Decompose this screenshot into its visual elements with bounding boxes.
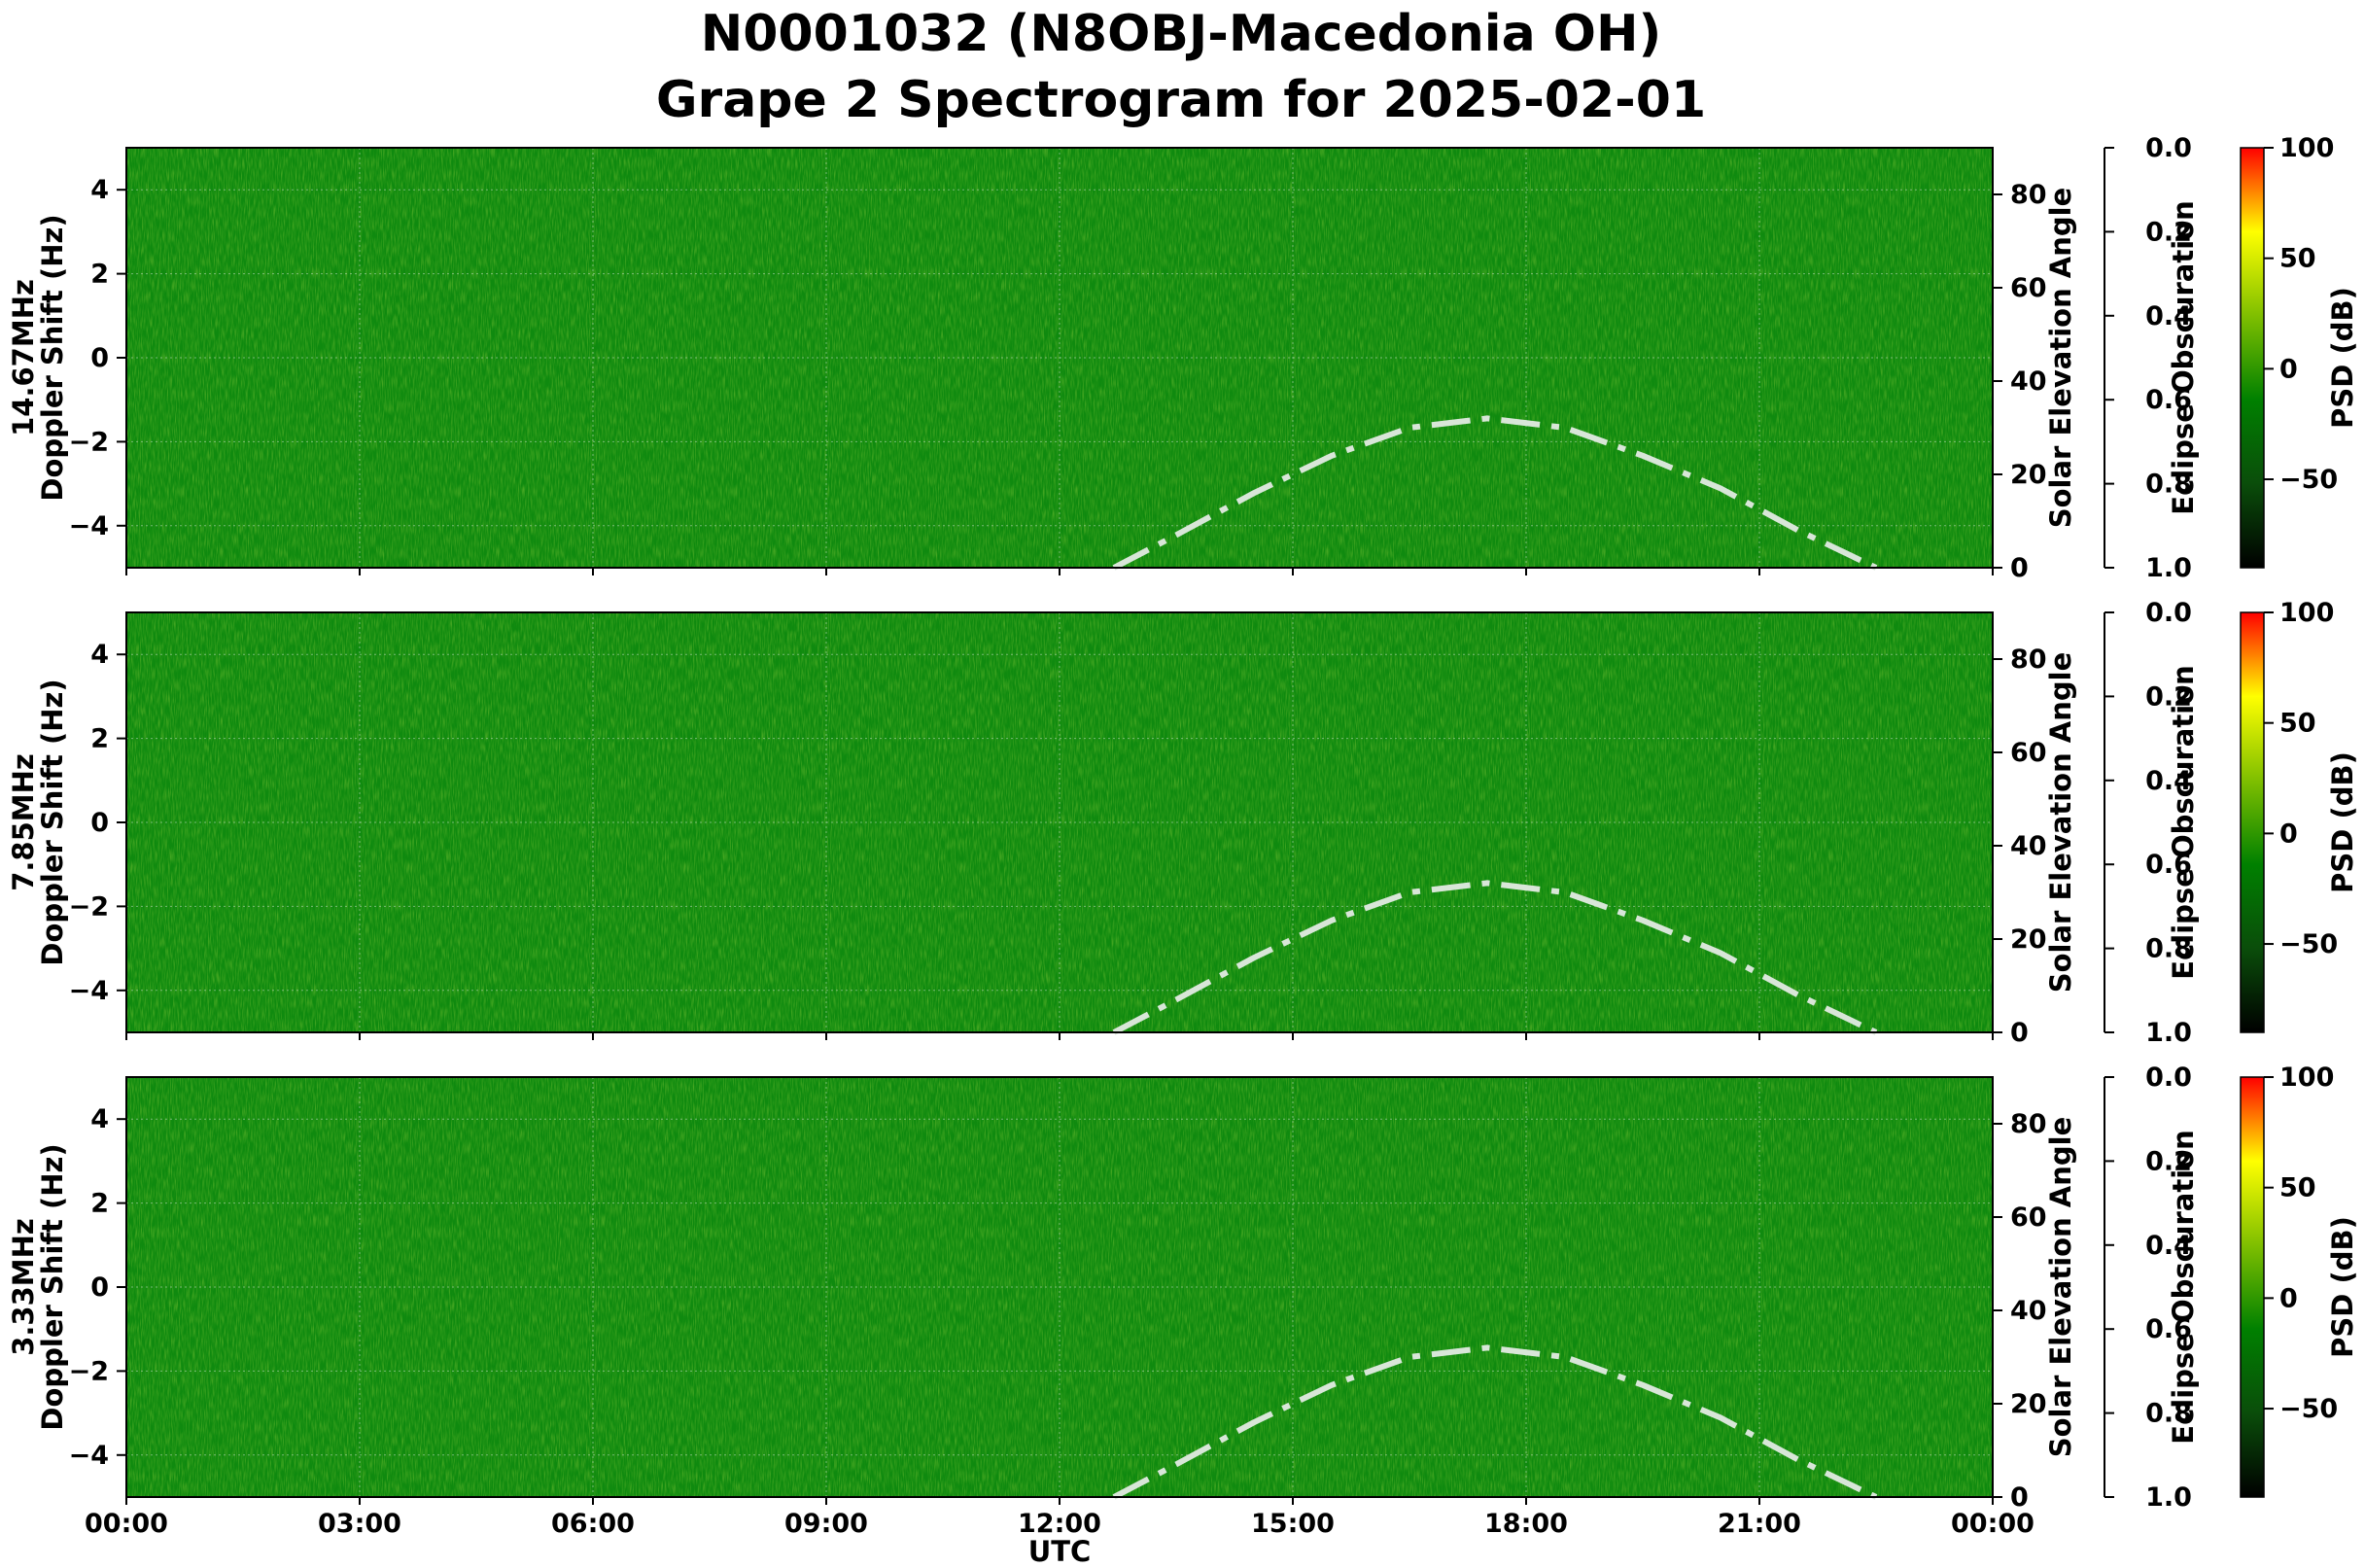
eclipse-tick-label: 0.2: [2145, 217, 2192, 247]
colorbar-tick-label: 50: [2279, 1173, 2316, 1203]
eclipse-tick-label: 1.0: [2145, 1018, 2192, 1048]
colorbar-tick-label: 100: [2279, 133, 2334, 163]
right-tick-label: 20: [2010, 460, 2047, 490]
right-tick-label: 60: [2010, 273, 2047, 303]
eclipse-obscuration-label: Eclipse Obscuration: [2167, 665, 2200, 979]
eclipse-tick-label: 0.4: [2145, 766, 2192, 796]
eclipse-tick-label: 0.2: [2145, 1146, 2192, 1176]
right-tick-label: 40: [2010, 366, 2047, 397]
eclipse-tick-label: 0.0: [2145, 1063, 2192, 1093]
x-tick-label: 00:00: [85, 1509, 168, 1539]
chart-subtitle: Grape 2 Spectrogram for 2025-02-01: [656, 71, 1706, 129]
right-tick-label: 0: [2010, 1018, 2029, 1048]
y-tick-label: −4: [69, 976, 109, 1006]
eclipse-tick-label: 0.8: [2145, 470, 2192, 500]
right-tick-label: 40: [2010, 831, 2047, 861]
x-tick-label: 15:00: [1251, 1509, 1335, 1539]
y-axis-frequency-label: 3.33MHz: [7, 1218, 40, 1356]
eclipse-tick-label: 0.2: [2145, 681, 2192, 712]
right-tick-label: 20: [2010, 924, 2047, 955]
y-axis-label: Doppler Shift (Hz): [36, 214, 69, 501]
y-tick-label: −2: [69, 427, 109, 457]
right-tick-label: 60: [2010, 738, 2047, 768]
colorbar-tick-label: −50: [2279, 929, 2338, 959]
colorbar-tick-label: 100: [2279, 598, 2334, 628]
right-tick-label: 20: [2010, 1389, 2047, 1419]
right-tick-label: 60: [2010, 1202, 2047, 1233]
y-tick-label: 2: [90, 260, 109, 290]
eclipse-tick-label: 0.6: [2145, 1314, 2192, 1344]
colorbar: [2240, 1076, 2265, 1498]
y-tick-label: 4: [90, 640, 109, 670]
y-tick-label: 4: [90, 1104, 109, 1134]
colorbar-tick-label: 100: [2279, 1063, 2334, 1093]
solar-elevation-curve: [1112, 880, 1878, 1035]
solar-elevation-curve: [1112, 1344, 1878, 1500]
chart-title: N0001032 (N8OBJ-Macedonia OH): [701, 5, 1662, 63]
y-tick-label: −2: [69, 891, 109, 922]
solar-elevation-curve: [1112, 415, 1878, 571]
y-tick-label: 0: [90, 1272, 109, 1303]
right-tick-label: 40: [2010, 1296, 2047, 1326]
eclipse-tick-label: 0.8: [2145, 1399, 2192, 1429]
y-tick-label: −4: [69, 1441, 109, 1471]
right-tick-label: 0: [2010, 1482, 2029, 1513]
eclipse-tick-label: 1.0: [2145, 1482, 2192, 1513]
eclipse-tick-label: 0.4: [2145, 1231, 2192, 1261]
eclipse-obscuration-label: Eclipse Obscuration: [2167, 1130, 2200, 1444]
colorbar: [2240, 611, 2265, 1033]
colorbar-label: PSD (dB): [2326, 1216, 2359, 1358]
eclipse-tick-label: 0.0: [2145, 598, 2192, 628]
y-tick-label: 2: [90, 1189, 109, 1219]
eclipse-tick-label: 0.6: [2145, 850, 2192, 880]
colorbar-label: PSD (dB): [2326, 287, 2359, 429]
x-tick-label: 06:00: [551, 1509, 635, 1539]
colorbar-tick-label: 0: [2279, 1283, 2298, 1313]
x-tick-label: 03:00: [318, 1509, 401, 1539]
colorbar-tick-label: −50: [2279, 1394, 2338, 1424]
y-tick-label: 4: [90, 175, 109, 205]
right-tick-label: 80: [2010, 1109, 2047, 1139]
right-tick-label: 0: [2010, 553, 2029, 583]
x-tick-label: 21:00: [1718, 1509, 1801, 1539]
solar-elevation-label: Solar Elevation Angle: [2044, 1117, 2077, 1458]
x-tick-label: 09:00: [784, 1509, 868, 1539]
solar-elevation-label: Solar Elevation Angle: [2044, 652, 2077, 993]
colorbar-tick-label: 0: [2279, 819, 2298, 849]
colorbar-tick-label: 50: [2279, 709, 2316, 739]
x-tick-label: 12:00: [1018, 1509, 1101, 1539]
y-tick-label: −2: [69, 1356, 109, 1386]
y-tick-label: 0: [90, 343, 109, 373]
y-axis-label: Doppler Shift (Hz): [36, 679, 69, 965]
eclipse-tick-label: 0.6: [2145, 385, 2192, 415]
x-tick-label: 18:00: [1484, 1509, 1568, 1539]
y-tick-label: −4: [69, 511, 109, 541]
eclipse-tick-label: 0.8: [2145, 934, 2192, 964]
y-axis-frequency-label: 7.85MHz: [7, 753, 40, 891]
colorbar-tick-label: 0: [2279, 354, 2298, 384]
y-axis-frequency-label: 14.67MHz: [7, 279, 40, 436]
colorbar-tick-label: 50: [2279, 244, 2316, 274]
solar-elevation-label: Solar Elevation Angle: [2044, 188, 2077, 529]
y-tick-label: 2: [90, 724, 109, 754]
right-tick-label: 80: [2010, 645, 2047, 675]
colorbar: [2240, 147, 2265, 569]
colorbar-tick-label: −50: [2279, 465, 2338, 495]
colorbar-label: PSD (dB): [2326, 751, 2359, 893]
eclipse-tick-label: 1.0: [2145, 553, 2192, 583]
eclipse-tick-label: 0.4: [2145, 301, 2192, 331]
eclipse-tick-label: 0.0: [2145, 133, 2192, 163]
eclipse-obscuration-label: Eclipse Obscuration: [2167, 200, 2200, 514]
y-axis-label: Doppler Shift (Hz): [36, 1143, 69, 1430]
x-tick-label: 00:00: [1951, 1509, 2035, 1539]
x-axis-label: UTC: [1028, 1535, 1092, 1568]
right-tick-label: 80: [2010, 180, 2047, 210]
y-tick-label: 0: [90, 808, 109, 838]
